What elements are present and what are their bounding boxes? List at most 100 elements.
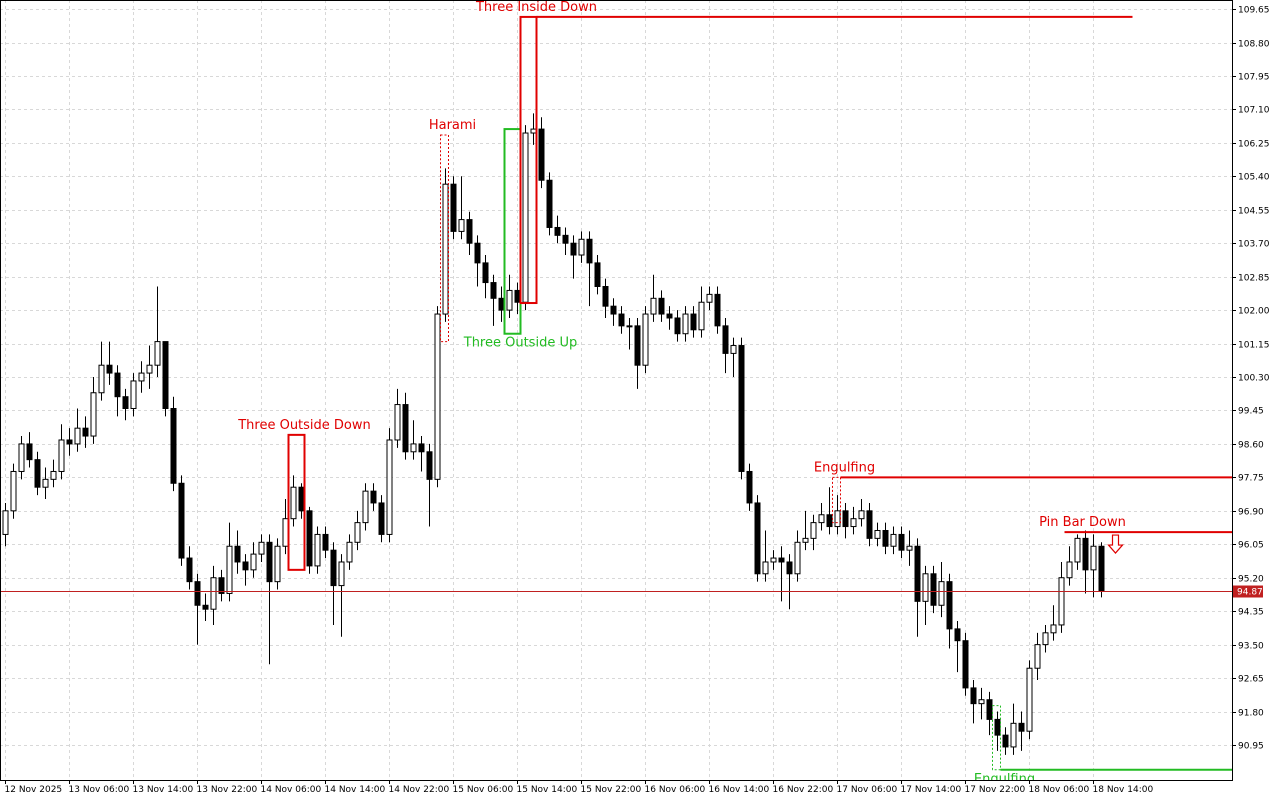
- candle-body: [290, 486, 297, 520]
- candle-body: [394, 404, 401, 441]
- candle-body: [186, 557, 193, 583]
- candle-body: [34, 459, 41, 488]
- candle-body: [1042, 632, 1049, 646]
- candle-body: [866, 510, 873, 539]
- candle-body: [234, 545, 241, 563]
- candle-body: [218, 577, 225, 594]
- candle-body: [122, 396, 129, 409]
- y-tick-label: 102.85: [1238, 274, 1270, 284]
- candle-body: [298, 486, 305, 512]
- candle-body: [90, 392, 97, 437]
- candle-body: [442, 183, 449, 315]
- candle-body: [602, 285, 609, 307]
- candle-body: [1018, 722, 1025, 732]
- candle-body: [594, 262, 601, 287]
- candle-body: [458, 219, 465, 232]
- y-tick-label: 91.80: [1238, 709, 1264, 719]
- candle-body: [330, 549, 337, 587]
- candle-body: [490, 282, 497, 299]
- candle-body: [618, 313, 625, 327]
- candle-body: [26, 443, 33, 461]
- candle-body: [418, 443, 425, 453]
- candle-body: [962, 640, 969, 689]
- candle-body: [786, 561, 793, 575]
- x-tick-label: 13 Nov 22:00: [197, 785, 258, 795]
- candle-body: [642, 313, 649, 366]
- candle-body: [890, 533, 897, 547]
- candle-body: [1066, 561, 1073, 579]
- candle-body: [354, 522, 361, 543]
- candle-body: [634, 325, 641, 366]
- candle-body: [146, 364, 153, 374]
- candle-body: [914, 545, 921, 602]
- candle-body: [778, 557, 785, 563]
- y-tick-label: 104.55: [1238, 207, 1270, 217]
- candle-body: [554, 226, 561, 236]
- y-tick-label: 106.25: [1238, 140, 1270, 150]
- candle-body: [138, 372, 145, 382]
- signal-arrow: [1107, 534, 1124, 554]
- candle-body: [834, 510, 841, 528]
- plot-border: [0, 0, 1233, 781]
- y-tick-label: 103.70: [1238, 240, 1270, 250]
- candle-body: [850, 518, 857, 528]
- candle-body: [18, 443, 25, 472]
- current-price-label: 94.87: [1237, 588, 1263, 598]
- y-tick-label: 93.50: [1238, 642, 1264, 652]
- candle-body: [994, 718, 1001, 736]
- y-tick-label: 97.75: [1238, 474, 1264, 484]
- current-price-tag: [1233, 585, 1263, 598]
- candle-body: [1050, 624, 1057, 634]
- candle-body: [1034, 644, 1041, 669]
- candle-body: [906, 545, 913, 551]
- axes: 109.65 108.80 107.95 107.10 106.25 105.40 104.…: [5, 6, 1270, 796]
- candle-body: [82, 427, 89, 437]
- pattern-label: Three Outside Up: [463, 336, 577, 351]
- pattern-box: [287, 433, 306, 571]
- pattern-box: [992, 705, 1001, 771]
- candle-body: [74, 427, 81, 445]
- candle-body: [1074, 537, 1081, 563]
- candle-body: [818, 514, 825, 524]
- candle-body: [106, 364, 113, 374]
- candle-body: [50, 470, 57, 480]
- candle-body: [770, 557, 777, 563]
- y-tick-label: 100.30: [1238, 374, 1270, 384]
- x-tick-label: 17 Nov 22:00: [965, 785, 1026, 795]
- candle-body: [1002, 734, 1009, 748]
- candle-body: [194, 581, 201, 606]
- candle-body: [98, 364, 105, 394]
- y-tick-label: 96.05: [1238, 541, 1264, 551]
- candle-body: [730, 345, 737, 354]
- x-tick-label: 15 Nov 06:00: [453, 785, 514, 795]
- candle-body: [386, 439, 393, 535]
- y-tick-label: 107.95: [1238, 73, 1270, 83]
- candle-body: [610, 305, 617, 315]
- candle-body: [10, 470, 17, 512]
- y-tick-label: 101.15: [1238, 341, 1270, 351]
- candle-body: [858, 510, 865, 520]
- candle-body: [666, 313, 673, 319]
- x-tick-label: 14 Nov 14:00: [325, 785, 386, 795]
- candle-body: [714, 293, 721, 327]
- candle-body: [546, 179, 553, 228]
- candle-body: [266, 541, 273, 583]
- candle-body: [570, 242, 577, 256]
- x-tick-label: 16 Nov 06:00: [645, 785, 706, 795]
- x-tick-label: 12 Nov 2025: [5, 785, 63, 795]
- candle-body: [586, 238, 593, 264]
- candle-body: [1026, 667, 1033, 732]
- candle-body: [970, 687, 977, 705]
- candle-body: [202, 604, 209, 610]
- candle-body: [882, 529, 889, 547]
- pattern-box: [832, 476, 841, 524]
- candle-body: [754, 502, 761, 575]
- y-tick-label: 107.10: [1238, 106, 1270, 116]
- candle-body: [626, 325, 633, 328]
- candle-body: [578, 238, 585, 256]
- pattern-box: [440, 134, 449, 343]
- pattern-label: Three Inside Down: [475, 0, 597, 15]
- pattern-box: [519, 15, 538, 305]
